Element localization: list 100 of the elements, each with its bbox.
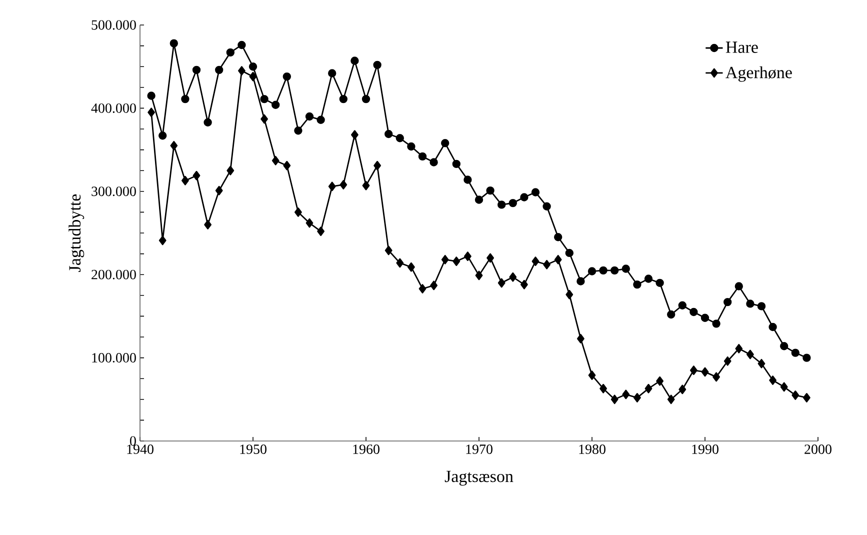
point [758, 358, 766, 368]
point [396, 258, 404, 268]
point [678, 301, 686, 310]
point [294, 207, 302, 217]
point [418, 284, 426, 294]
point [181, 94, 190, 104]
point [700, 314, 710, 322]
y-tick-label: 200.000 [92, 270, 136, 280]
point [532, 256, 540, 266]
point [724, 356, 732, 366]
point [802, 354, 811, 362]
x-tick-label: 1950 [240, 444, 266, 454]
legend-label: Hare [726, 42, 758, 53]
point [384, 130, 393, 138]
point [452, 160, 460, 168]
point [147, 92, 156, 100]
point [610, 394, 618, 404]
point [746, 300, 754, 308]
point [508, 198, 517, 208]
point [339, 94, 348, 104]
x-tick-label: 1960 [353, 444, 380, 454]
point [226, 166, 234, 176]
point [464, 176, 472, 184]
y-tick-label: 300.000 [92, 186, 136, 196]
point [656, 278, 664, 288]
point [768, 322, 777, 332]
point [215, 66, 224, 74]
point [622, 264, 630, 273]
point [656, 376, 664, 386]
point [678, 384, 686, 394]
point [667, 394, 675, 404]
point [792, 390, 800, 400]
point [746, 350, 754, 360]
point [780, 342, 788, 350]
point [362, 94, 370, 104]
point [509, 272, 517, 282]
point [192, 66, 201, 74]
point [735, 344, 743, 354]
point [734, 282, 743, 290]
point [294, 126, 302, 135]
point [610, 266, 619, 275]
point [238, 66, 246, 76]
point [486, 253, 494, 263]
point [474, 196, 484, 204]
point [701, 367, 709, 377]
point [690, 366, 698, 375]
point [272, 156, 280, 166]
point [305, 112, 314, 121]
point [226, 48, 235, 57]
point [282, 72, 292, 81]
point [182, 176, 189, 186]
point [543, 260, 550, 270]
point [430, 280, 438, 290]
point [215, 186, 223, 196]
point [283, 160, 291, 170]
point [204, 118, 212, 126]
point [757, 302, 766, 310]
point [317, 226, 325, 236]
point [712, 372, 720, 382]
point [272, 100, 280, 109]
point [576, 277, 585, 286]
point [690, 308, 698, 316]
point [158, 132, 167, 140]
point [340, 180, 348, 190]
point [599, 266, 608, 275]
point [498, 278, 506, 288]
legend-label: Agerhøne [726, 66, 792, 82]
point [148, 108, 156, 118]
point [565, 248, 574, 258]
x-tick-label: 2000 [804, 444, 832, 454]
x-tick-label: 1970 [466, 444, 492, 454]
x-axis-title: Jagtsæson [444, 470, 514, 486]
point [600, 384, 607, 394]
point [464, 252, 472, 261]
point [328, 182, 336, 192]
point [441, 139, 450, 148]
x-tick-label: 1980 [579, 444, 606, 454]
point [350, 56, 359, 65]
point [260, 114, 268, 124]
point [520, 280, 528, 290]
y-tick-label: 400.000 [91, 103, 136, 113]
point [644, 274, 653, 283]
y-axis-title: Jagtudbytte [68, 194, 84, 272]
point [554, 254, 562, 264]
point [802, 393, 810, 402]
point [666, 310, 676, 319]
point [408, 262, 415, 272]
point [362, 180, 370, 190]
point [520, 193, 528, 202]
point [542, 202, 551, 210]
point [498, 200, 506, 209]
point [566, 290, 574, 300]
point [577, 334, 584, 344]
point [204, 220, 212, 230]
point [306, 218, 314, 228]
point [791, 348, 800, 357]
y-tick-label: 500.000 [92, 20, 136, 30]
point [644, 384, 652, 394]
point [622, 390, 630, 400]
point [452, 256, 460, 266]
